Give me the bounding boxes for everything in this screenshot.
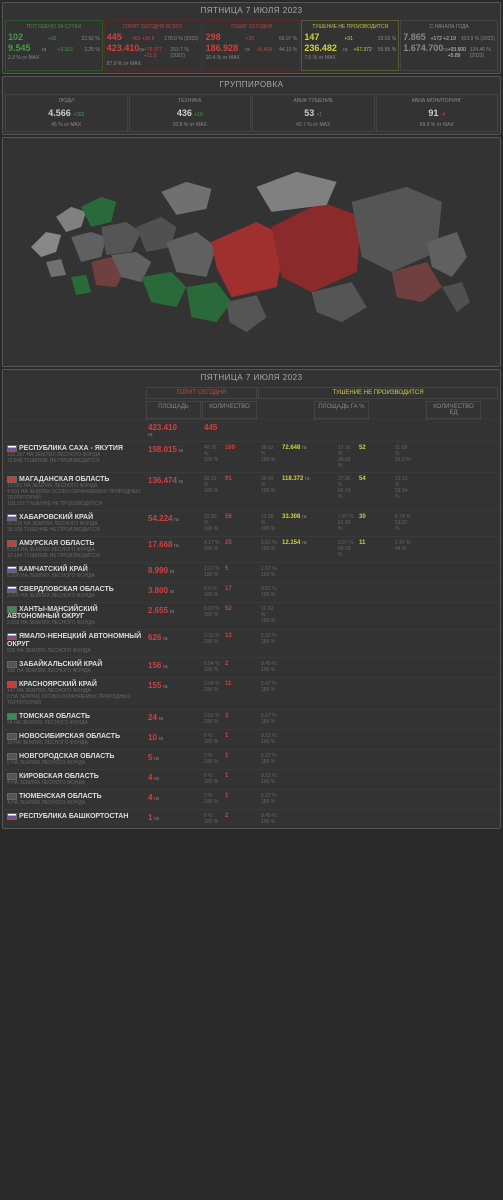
region-row[interactable]: ЯМАЛО-НЕНЕЦКИЙ АВТОНОМНЫЙ ОКРУГ626 НА ЗЕ… <box>3 629 500 656</box>
region-row[interactable]: РЕСПУБЛИКА САХА - ЯКУТИЯ125.367 НА ЗЕМЛЯ… <box>3 441 500 472</box>
th-burn: ГОРИТ СЕГОДНЯ <box>146 387 257 399</box>
region-row[interactable]: ХАНТЫ-МАНСИЙСКИЙ АВТОНОМНЫЙ ОКРУГ2.655 Н… <box>3 602 500 629</box>
table-date: ПЯТНИЦА 7 ИЮЛЯ 2023 <box>3 370 500 385</box>
top-stat-cell: С НАЧАЛА ГОДА 7.865+172 +2.19103.9 % (20… <box>400 20 498 71</box>
region-row[interactable]: НОВОСИБИРСКАЯ ОБЛАСТЬ10 НА ЗЕМЛЯХ ЛЕСНОГ… <box>3 729 500 749</box>
group-cell: АВИА ТУШЕНИЕ 53 +1 42.7 % от MAX <box>252 94 375 132</box>
group-cell: ЛЮДИ 4.566 +362 45 % от MAX <box>5 94 128 132</box>
top-panel: ПЯТНИЦА 7 ИЮЛЯ 2023 ПОТУШЕНО ЗА СУТКИ 10… <box>2 2 501 74</box>
flag-icon <box>7 733 17 740</box>
region-row[interactable]: КРАСНОЯРСКИЙ КРАЙ147 НА ЗЕМЛЯХ ЛЕСНОГО Ф… <box>3 677 500 709</box>
group-cell: ТЕХНИКА 436 +19 20.8 % от MAX <box>129 94 252 132</box>
flag-icon <box>7 773 17 780</box>
th-area: ПЛОЩАДЬ <box>146 401 201 419</box>
group-panel: ГРУППИРОВКА ЛЮДИ 4.566 +362 45 % от MAXТ… <box>2 76 501 135</box>
region-row[interactable]: КАМЧАТСКИЙ КРАЙ8.990 НА ЗЕМЛЯХ ЛЕСНОГО Ф… <box>3 562 500 582</box>
flag-icon <box>7 586 17 593</box>
region-row[interactable]: НОВГОРОДСКАЯ ОБЛАСТЬ5 НА ЗЕМЛЯХ ЛЕСНОГО … <box>3 749 500 769</box>
flag-icon <box>7 813 17 820</box>
region-row[interactable]: ЗАБАЙКАЛЬСКИЙ КРАЙ156 НА ЗЕМЛЯХ ЛЕСНОГО … <box>3 657 500 677</box>
flag-icon <box>7 713 17 720</box>
top-stat-cell: ПОТУШЕНО ЗА СУТКИ 102+3022.92 % 9.545га+… <box>5 20 103 71</box>
russia-map[interactable] <box>11 146 492 358</box>
flag-icon <box>7 753 17 760</box>
flag-icon <box>7 445 17 452</box>
flag-icon <box>7 476 17 483</box>
region-row[interactable]: ХАБАРОВСКИЙ КРАЙ20.916 НА ЗЕМЛЯХ ЛЕСНОГО… <box>3 510 500 536</box>
flag-icon <box>7 681 17 688</box>
flag-icon <box>7 540 17 547</box>
region-row[interactable]: ТОМСКАЯ ОБЛАСТЬ24 НА ЗЕМЛЯХ ЛЕСНОГО ФОНД… <box>3 709 500 729</box>
map-container <box>2 137 501 367</box>
table-body: РЕСПУБЛИКА САХА - ЯКУТИЯ125.367 НА ЗЕМЛЯ… <box>3 441 500 828</box>
date-title: ПЯТНИЦА 7 ИЮЛЯ 2023 <box>3 3 500 18</box>
flag-icon <box>7 793 17 800</box>
flag-icon <box>7 514 17 521</box>
group-cell: АВИА МОНИТОРИНГ 91 -4 68.9 % от MAX <box>376 94 499 132</box>
flag-icon <box>7 633 17 640</box>
region-row[interactable]: АМУРСКАЯ ОБЛАСТЬ5.514 НА ЗЕМЛЯХ ЛЕСНОГО … <box>3 536 500 562</box>
flag-icon <box>7 566 17 573</box>
region-row[interactable]: ТЮМЕНСКАЯ ОБЛАСТЬ4 НА ЗЕМЛЯХ ЛЕСНОГО ФОН… <box>3 789 500 809</box>
th-count: КОЛИЧЕСТВО <box>202 401 257 419</box>
top-stat-cell: ГОРИТ СЕГОДНЯ ВСЕГО 445+63 +16.5178.0 % … <box>104 20 202 71</box>
group-title: ГРУППИРОВКА <box>3 77 500 92</box>
th-nofight: ТУШЕНИЕ НЕ ПРОИЗВОДИТСЯ <box>258 387 498 399</box>
total-area: 423.410 <box>148 423 177 432</box>
region-row[interactable]: РЕСПУБЛИКА БАШКОРТОСТАН 1 га 0 %100 % 2 … <box>3 809 500 828</box>
top-stat-cell: ТУШЕНИЕ НЕ ПРОИЗВОДИТСЯ 147+3133.03 % 23… <box>301 20 399 71</box>
region-row[interactable]: КИРОВСКАЯ ОБЛАСТЬ4 НА ЗЕМЛЯХ ЛЕСНОГО ФОН… <box>3 769 500 789</box>
table-head-row1: ГОРИТ СЕГОДНЯ ТУШЕНИЕ НЕ ПРОИЗВОДИТСЯ <box>3 385 500 401</box>
flag-icon <box>7 661 17 668</box>
total-count: 445 <box>204 423 217 432</box>
group-grid: ЛЮДИ 4.566 +362 45 % от MAXТЕХНИКА 436 +… <box>3 92 500 134</box>
flag-icon <box>7 606 17 613</box>
th-count2: КОЛИЧЕСТВО ЕД <box>426 401 481 419</box>
top-stat-cell: ТУШАТ СЕГОДНЯ 298+3566.97 % 186.928га+5.… <box>203 20 301 71</box>
table-total-row: 423.410га 445 <box>3 419 500 441</box>
region-row[interactable]: МАГАДАНСКАЯ ОБЛАСТЬ13.601 НА ЗЕМЛЯХ ЛЕСН… <box>3 472 500 510</box>
table-head-row2: ПЛОЩАДЬ КОЛИЧЕСТВО ПЛОЩАДЬ ГА % КОЛИЧЕСТ… <box>3 401 500 419</box>
th-area2: ПЛОЩАДЬ ГА % <box>314 401 369 419</box>
top-stats-grid: ПОТУШЕНО ЗА СУТКИ 102+3022.92 % 9.545га+… <box>3 18 500 73</box>
regions-panel: ПЯТНИЦА 7 ИЮЛЯ 2023 ГОРИТ СЕГОДНЯ ТУШЕНИ… <box>2 369 501 829</box>
region-row[interactable]: СВЕРДЛОВСКАЯ ОБЛАСТЬ3.800 НА ЗЕМЛЯХ ЛЕСН… <box>3 582 500 602</box>
